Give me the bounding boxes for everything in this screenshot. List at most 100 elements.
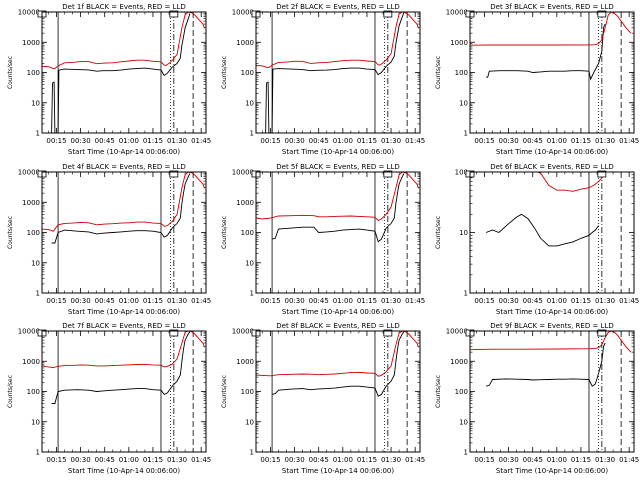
x-axis-label: Start Time (10-Apr-14 00:06:00) [282, 467, 394, 475]
x-tick-label: 00:15 [260, 137, 280, 145]
x-tick-label: 00:15 [474, 137, 494, 145]
x-tick-label: 01:45 [405, 297, 425, 305]
x-tick-label: 00:45 [309, 297, 329, 305]
y-tick-label: 1 [36, 130, 40, 138]
lld-series-line [256, 331, 419, 377]
x-tick-label: 01:30 [595, 456, 615, 464]
x-tick-label: 00:15 [260, 297, 280, 305]
y-tick-label: 1 [250, 290, 254, 298]
x-tick-label: 01:00 [333, 297, 353, 305]
x-tick-label: 00:30 [498, 297, 518, 305]
panel-det-4: Det 4f BLACK = Events, RED = LLD Counts/s… [7, 163, 211, 316]
y-tick-label: 100 [455, 388, 468, 396]
x-tick-label: 01:30 [167, 297, 187, 305]
y-tick-label: 100 [27, 388, 40, 396]
y-tick-label: 1000 [236, 199, 254, 207]
panel-title: Det 6f BLACK = Events, RED = LLD [490, 163, 613, 171]
x-tick-label: 01:15 [143, 456, 163, 464]
y-axis-label: Counts/sec [221, 56, 228, 89]
panel-title: Det 7f BLACK = Events, RED = LLD [62, 322, 185, 330]
x-tick-label: 00:15 [46, 456, 66, 464]
square-marker [169, 170, 179, 178]
x-tick-label: 01:15 [143, 297, 163, 305]
y-tick-label: 10 [459, 229, 468, 237]
y-tick-label: 10000 [446, 328, 468, 336]
y-tick-label: 1000 [450, 358, 468, 366]
x-tick-label: 01:45 [405, 456, 425, 464]
x-tick-label: 01:45 [191, 297, 211, 305]
x-tick-label: 01:45 [191, 137, 211, 145]
x-tick-label: 01:15 [571, 137, 591, 145]
events-series-line [51, 173, 191, 244]
panel-det-7: Det 7f BLACK = Events, RED = LLD Counts/s… [7, 322, 211, 475]
y-tick-label: 10000 [18, 169, 40, 177]
x-axis-label: Start Time (10-Apr-14 00:06:00) [68, 148, 180, 156]
y-tick-label: 1 [464, 290, 468, 298]
panel-det-9: Det 9f BLACK = Events, RED = LLD Counts/s… [435, 322, 639, 475]
plot-frame [255, 11, 421, 134]
panel-det-2: Det 2f BLACK = Events, RED = LLD Counts/s… [221, 3, 425, 156]
plot-frame [41, 11, 207, 134]
x-tick-label: 01:15 [357, 137, 377, 145]
panel-det-1: Det 1f BLACK = Events, RED = LLD Counts/s… [7, 3, 211, 156]
x-tick-label: 00:15 [260, 456, 280, 464]
plot-frame [469, 11, 635, 134]
y-tick-label: 1 [250, 449, 254, 457]
y-tick-label: 1000 [236, 358, 254, 366]
x-tick-label: 00:15 [474, 456, 494, 464]
y-tick-label: 10 [245, 259, 254, 267]
y-axis-label: Counts/sec [435, 216, 442, 249]
y-tick-label: 10000 [18, 9, 40, 17]
x-tick-label: 01:30 [167, 456, 187, 464]
x-tick-label: 01:45 [191, 456, 211, 464]
y-tick-label: 10 [245, 99, 254, 107]
x-tick-label: 01:15 [357, 297, 377, 305]
panel-title: Det 4f BLACK = Events, RED = LLD [62, 163, 185, 171]
x-tick-label: 00:45 [309, 456, 329, 464]
x-tick-label: 01:00 [119, 137, 139, 145]
x-tick-label: 01:30 [381, 297, 401, 305]
square-marker [597, 329, 607, 337]
panel-det-3: Det 3f BLACK = Events, RED = LLD Counts/s… [435, 3, 639, 156]
x-tick-label: 01:30 [381, 137, 401, 145]
x-tick-label: 01:30 [381, 456, 401, 464]
lld-series-line [42, 331, 205, 368]
lld-series-line [256, 12, 419, 69]
y-tick-label: 10 [459, 418, 468, 426]
x-tick-label: 00:30 [70, 297, 90, 305]
panel-title: Det 8f BLACK = Events, RED = LLD [276, 322, 399, 330]
x-axis-label: Start Time (10-Apr-14 00:06:00) [68, 308, 180, 316]
y-axis-label: Counts/sec [435, 375, 442, 408]
events-series-line [271, 331, 405, 397]
y-tick-label: 100 [455, 69, 468, 77]
y-tick-label: 10000 [446, 9, 468, 17]
panel-title: Det 5f BLACK = Events, RED = LLD [276, 163, 399, 171]
y-axis-label: Counts/sec [7, 56, 14, 89]
x-tick-label: 01:00 [333, 456, 353, 464]
y-axis-label: Counts/sec [435, 56, 442, 89]
square-marker [597, 10, 607, 18]
x-axis-label: Start Time (10-Apr-14 00:06:00) [496, 148, 608, 156]
x-tick-label: 00:30 [498, 137, 518, 145]
x-tick-label: 00:30 [284, 456, 304, 464]
x-tick-label: 01:15 [571, 456, 591, 464]
x-tick-label: 01:00 [547, 137, 567, 145]
x-tick-label: 01:45 [619, 297, 639, 305]
y-tick-label: 100 [241, 229, 254, 237]
x-tick-label: 01:45 [619, 137, 639, 145]
square-marker [169, 10, 179, 18]
x-tick-label: 00:45 [95, 297, 115, 305]
y-tick-label: 1000 [22, 39, 40, 47]
y-tick-label: 1000 [22, 358, 40, 366]
y-tick-label: 1000 [22, 199, 40, 207]
x-tick-label: 00:45 [523, 456, 543, 464]
lld-series-line [470, 12, 632, 46]
y-tick-label: 10000 [232, 328, 254, 336]
x-tick-label: 00:15 [46, 297, 66, 305]
x-tick-label: 00:45 [95, 456, 115, 464]
plot-frame [41, 330, 207, 453]
x-axis-label: Start Time (10-Apr-14 00:06:00) [68, 467, 180, 475]
y-tick-label: 100 [241, 69, 254, 77]
x-tick-label: 00:30 [70, 456, 90, 464]
